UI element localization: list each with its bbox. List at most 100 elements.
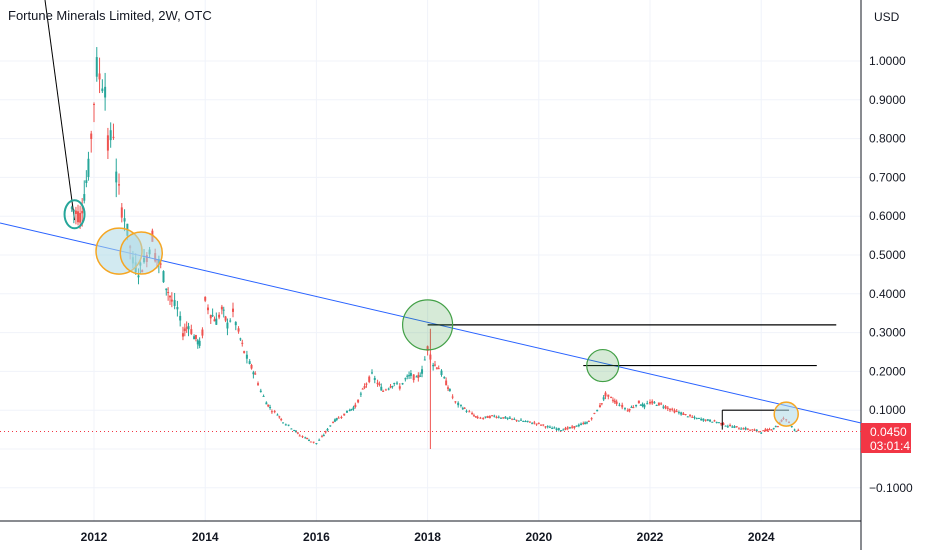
x-tick-label: 2012 [81,530,108,544]
candle-body [401,383,404,385]
candle-body [333,419,336,422]
candle-body [284,424,287,426]
candle-body [193,336,196,340]
candle-body [445,380,448,386]
candle-body [423,359,426,361]
candle-body [363,386,366,388]
candle-body [764,429,767,431]
candle-body [168,296,171,298]
candle-body [757,431,760,433]
candle-body [318,439,321,441]
x-tick-label: 2016 [303,530,330,544]
candle-body [646,403,649,405]
candle-body [404,378,407,380]
candle-body [443,377,446,379]
candle-body [582,423,585,425]
y-tick-label: 0.2000 [869,364,906,378]
candle-body [198,340,201,346]
candle-body [229,320,232,322]
candle-body [373,378,376,381]
candle-body [196,340,199,345]
candle-body [522,420,525,422]
candle-body [649,401,651,404]
candle-body [248,361,251,364]
candle-body [224,316,227,321]
candle-body [495,416,498,418]
candle-body [361,388,364,390]
candle-body [762,430,765,432]
candle-body [651,401,654,404]
candle-body [239,338,242,340]
current-price-value: 0.0450 [870,425,907,439]
candle-body [632,407,635,409]
candle-body [306,438,309,440]
candle-body [304,437,307,439]
candle-body [426,346,429,351]
candle-body [337,417,340,419]
candle-body [577,424,580,427]
candle-body [598,405,601,408]
candle-body [680,412,683,415]
candle-body [350,408,353,410]
candle-body [237,328,240,332]
y-tick-label: 0.8000 [869,132,906,146]
candle-body [211,315,214,317]
candle-body [454,401,457,403]
candle-body [448,388,451,392]
candle-body [557,428,560,430]
candle-body [691,416,694,418]
candle-body [508,417,511,419]
candle-body [301,436,304,438]
candle-body [702,418,705,421]
candle-body [70,207,73,209]
candle-body [434,364,437,366]
candle-body [220,306,223,310]
candle-body [637,400,640,404]
candle-body [243,351,246,353]
candle-body [562,429,565,431]
candle-body [276,414,279,416]
candle-body [669,409,672,411]
candle-body [293,430,296,432]
candle-body [772,428,775,430]
candle-body [262,395,265,397]
candle-body [87,158,90,178]
candle-body [396,382,399,384]
candle-body [322,435,325,437]
candle-body [677,412,680,414]
candle-body [585,422,588,424]
candle-body [340,416,343,418]
candle-body [540,424,543,426]
candle-body [101,88,104,92]
candle-body [528,421,531,423]
candle-body [457,402,460,406]
candle-body [715,422,718,424]
candle-body [417,374,420,378]
candle-body [112,136,115,138]
candle-body [535,423,538,425]
candle-body [273,411,276,413]
candle-body [232,308,234,312]
candle-body [555,428,558,430]
candle-body [515,419,518,421]
candle-body [615,401,618,404]
candle-body [380,386,383,391]
y-tick-label: 0.7000 [869,170,906,184]
candle-body [162,271,165,283]
candle-body [393,382,396,384]
candle-body [190,329,193,334]
candle-body [709,419,712,422]
candle-body [167,291,170,293]
candle-body [290,428,293,430]
candle-body [774,426,777,428]
candle-body [348,409,351,412]
candle-body [435,367,438,369]
candle-body [391,386,394,388]
candle-body [471,413,474,415]
candle-body [744,427,747,430]
candle-body [280,419,283,421]
currency-selector[interactable]: USD [874,10,900,24]
candle-body [398,386,401,389]
candle-body [329,425,332,427]
